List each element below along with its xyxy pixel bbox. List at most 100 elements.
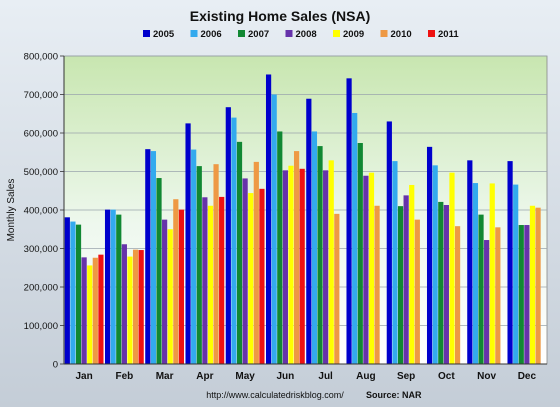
chart-title: Existing Home Sales (NSA) bbox=[190, 8, 371, 24]
bar-2008-Oct bbox=[443, 205, 449, 364]
bar-2009-Jun bbox=[288, 165, 294, 364]
y-tick-label: 200,000 bbox=[24, 283, 58, 294]
bar-2005-Dec bbox=[507, 161, 513, 364]
bar-2005-Jul bbox=[306, 98, 312, 365]
x-tick-label: Feb bbox=[115, 371, 133, 382]
footer-url: http://www.calculatedriskblog.com/ bbox=[206, 390, 344, 400]
bar-2009-Oct bbox=[449, 172, 455, 364]
x-tick-label: Apr bbox=[196, 371, 213, 382]
x-tick-label: Aug bbox=[356, 371, 375, 382]
bar-2006-Aug bbox=[352, 112, 358, 364]
bar-2010-Aug bbox=[374, 205, 380, 364]
legend-swatch-2007 bbox=[238, 30, 245, 37]
legend-label-2009: 2009 bbox=[343, 29, 364, 40]
bar-2007-Jun bbox=[277, 131, 283, 364]
bar-2008-Nov bbox=[484, 240, 490, 364]
bar-2008-May bbox=[242, 178, 248, 364]
bar-2006-Jun bbox=[271, 94, 277, 364]
bar-2009-Mar bbox=[167, 229, 173, 364]
bar-2010-Oct bbox=[454, 226, 461, 364]
bar-2006-Oct bbox=[432, 165, 438, 364]
bar-2009-Sep bbox=[409, 184, 415, 364]
bar-2007-Mar bbox=[156, 178, 162, 364]
bar-2005-Nov bbox=[467, 160, 473, 364]
x-tick-label: Jul bbox=[318, 371, 333, 382]
bar-2005-May bbox=[225, 107, 231, 364]
bar-2009-Apr bbox=[207, 205, 214, 364]
footer-source: Source: NAR bbox=[366, 390, 422, 400]
bar-2009-Jan bbox=[87, 265, 93, 364]
x-tick-label: Nov bbox=[477, 371, 496, 382]
bar-2010-Dec bbox=[535, 207, 541, 364]
bar-2006-Jan bbox=[70, 221, 76, 364]
bar-2008-Jan bbox=[81, 257, 87, 364]
legend-label-2008: 2008 bbox=[296, 29, 317, 40]
x-tick-label: Jan bbox=[76, 371, 93, 382]
bar-2005-Jan bbox=[64, 217, 70, 364]
y-tick-label: 500,000 bbox=[24, 167, 58, 178]
bar-2011-Mar bbox=[178, 209, 185, 364]
bar-2005-Apr bbox=[185, 123, 191, 365]
y-tick-label: 400,000 bbox=[24, 206, 58, 217]
legend-label-2007: 2007 bbox=[248, 29, 269, 40]
bar-2007-Aug bbox=[357, 143, 363, 364]
bar-2007-Feb bbox=[116, 214, 122, 364]
x-tick-label: May bbox=[235, 371, 255, 382]
legend: 2005 2006 2007 2008 2009 2010 2011 bbox=[143, 29, 459, 40]
bar-2011-Feb bbox=[138, 250, 144, 364]
x-tick-label: Jun bbox=[276, 371, 294, 382]
bar-2010-Nov bbox=[495, 227, 501, 364]
bar-2010-May bbox=[253, 161, 259, 365]
bar-2006-May bbox=[231, 117, 237, 364]
x-tick-label: Oct bbox=[438, 371, 455, 382]
bar-2006-Apr bbox=[191, 149, 197, 364]
bar-2008-Feb bbox=[121, 244, 127, 364]
y-axis-label: Monthly Sales bbox=[6, 179, 17, 242]
bar-2006-Feb bbox=[110, 209, 116, 364]
y-tick-label: 700,000 bbox=[24, 90, 58, 101]
bar-2005-Feb bbox=[104, 209, 111, 364]
bar-2011-May bbox=[259, 188, 265, 364]
bar-2007-Oct bbox=[438, 201, 444, 364]
legend-label-2010: 2010 bbox=[391, 29, 412, 40]
bar-2008-Jun bbox=[282, 170, 288, 364]
y-tick-label: 600,000 bbox=[24, 129, 58, 140]
bar-2005-Sep bbox=[386, 121, 392, 364]
bar-2007-Jul bbox=[317, 146, 323, 364]
bar-2007-Dec bbox=[518, 225, 524, 364]
bar-2007-Sep bbox=[397, 206, 404, 364]
bar-2009-Feb bbox=[127, 256, 133, 364]
bar-2007-Apr bbox=[196, 166, 202, 364]
bar-2011-Jun bbox=[299, 168, 305, 364]
bar-2007-Jan bbox=[75, 224, 82, 364]
bar-2006-Dec bbox=[513, 184, 519, 364]
bar-2009-Dec bbox=[529, 205, 536, 364]
bar-2011-Jan bbox=[98, 254, 104, 364]
bar-2005-Jun bbox=[265, 74, 272, 364]
y-axis-ticks: 0 100,000 200,000 300,000 400,000 500,000 600,… bbox=[24, 52, 64, 371]
bar-2011-Apr bbox=[219, 196, 225, 364]
y-tick-label: 100,000 bbox=[24, 321, 58, 332]
bar-2010-Apr bbox=[213, 164, 219, 364]
bar-2009-May bbox=[248, 193, 254, 364]
bar-2006-Nov bbox=[472, 183, 479, 364]
bar-2005-Oct bbox=[426, 146, 433, 364]
bar-2010-Jan bbox=[92, 257, 98, 364]
legend-label-2006: 2006 bbox=[201, 29, 222, 40]
bar-2008-Dec bbox=[524, 225, 530, 364]
legend-swatch-2009 bbox=[333, 30, 340, 37]
legend-swatch-2011 bbox=[428, 30, 435, 37]
legend-label-2011: 2011 bbox=[438, 29, 459, 40]
legend-swatch-2008 bbox=[285, 30, 293, 37]
y-tick-label: 300,000 bbox=[24, 244, 58, 255]
legend-swatch-2010 bbox=[380, 30, 388, 37]
bars bbox=[63, 56, 547, 365]
bar-2010-Jul bbox=[334, 213, 340, 364]
bar-2010-Jun bbox=[293, 151, 300, 364]
bar-2007-May bbox=[236, 141, 243, 364]
bar-2008-Sep bbox=[403, 195, 409, 364]
y-tick-label: 0 bbox=[53, 360, 58, 371]
x-tick-label: Mar bbox=[156, 371, 174, 382]
